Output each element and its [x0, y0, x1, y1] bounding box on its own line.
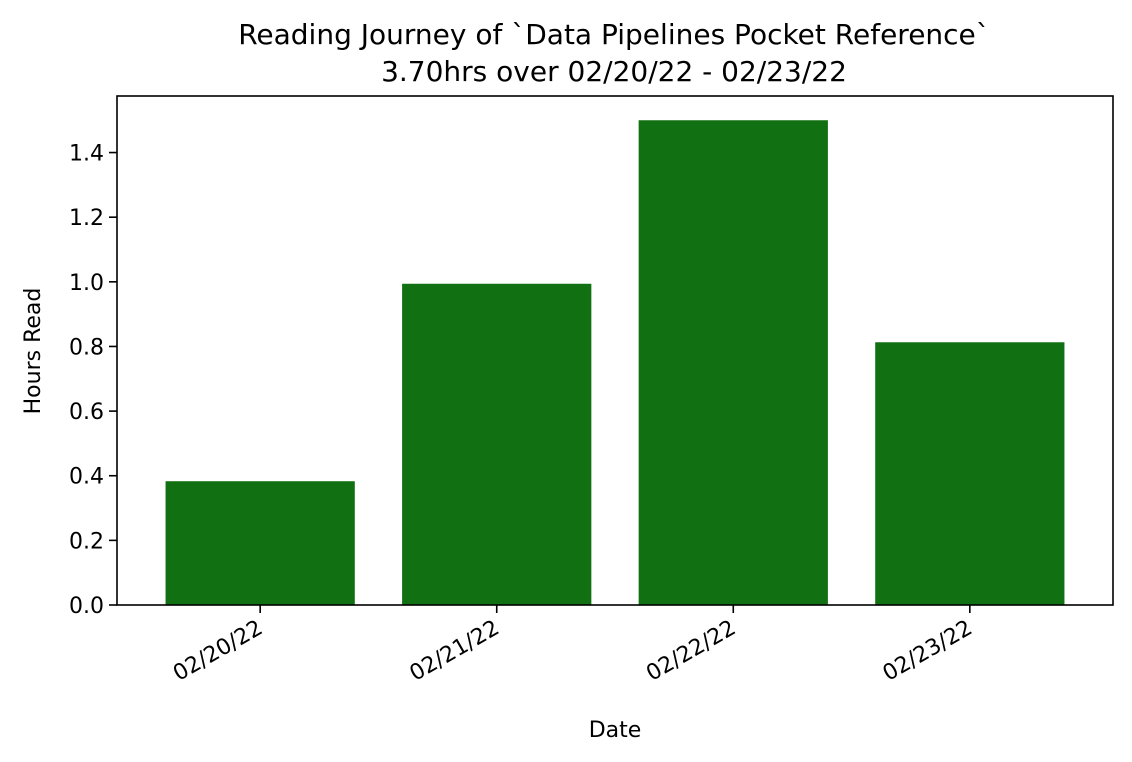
x-tick-label: 02/21/22 [406, 616, 504, 687]
y-tick-label: 0.2 [69, 529, 104, 554]
y-tick-label: 0.8 [69, 335, 104, 360]
axes-frame [116, 95, 1114, 606]
bar-02-23-22 [875, 342, 1065, 605]
y-tick-label: 1.2 [69, 206, 104, 231]
y-tick-label: 0.6 [69, 400, 104, 425]
bar-02-22-22 [638, 120, 828, 605]
x-tick-label: 02/22/22 [642, 616, 740, 687]
x-axis-label: Date [589, 718, 642, 743]
x-tick-label: 02/23/22 [879, 616, 977, 687]
y-tick-label: 1.0 [69, 271, 104, 296]
y-tick-label: 0.0 [69, 594, 104, 619]
y-tick-label: 1.4 [69, 142, 104, 167]
x-tick-label: 02/20/22 [169, 616, 267, 687]
plot-area: 02/20/22 02/21/22 02/22/22 02/23/22 0.0 0.2 0.… [69, 95, 1114, 687]
bar-02-20-22 [165, 481, 355, 605]
bar-02-21-22 [402, 283, 592, 605]
y-tick-label: 0.4 [69, 465, 104, 490]
chart-subtitle: 3.70hrs over 02/20/22 - 02/23/22 [381, 55, 847, 88]
chart-title: Reading Journey of `Data Pipelines Pocke… [238, 18, 990, 51]
y-axis-label: Hours Read [21, 288, 46, 415]
